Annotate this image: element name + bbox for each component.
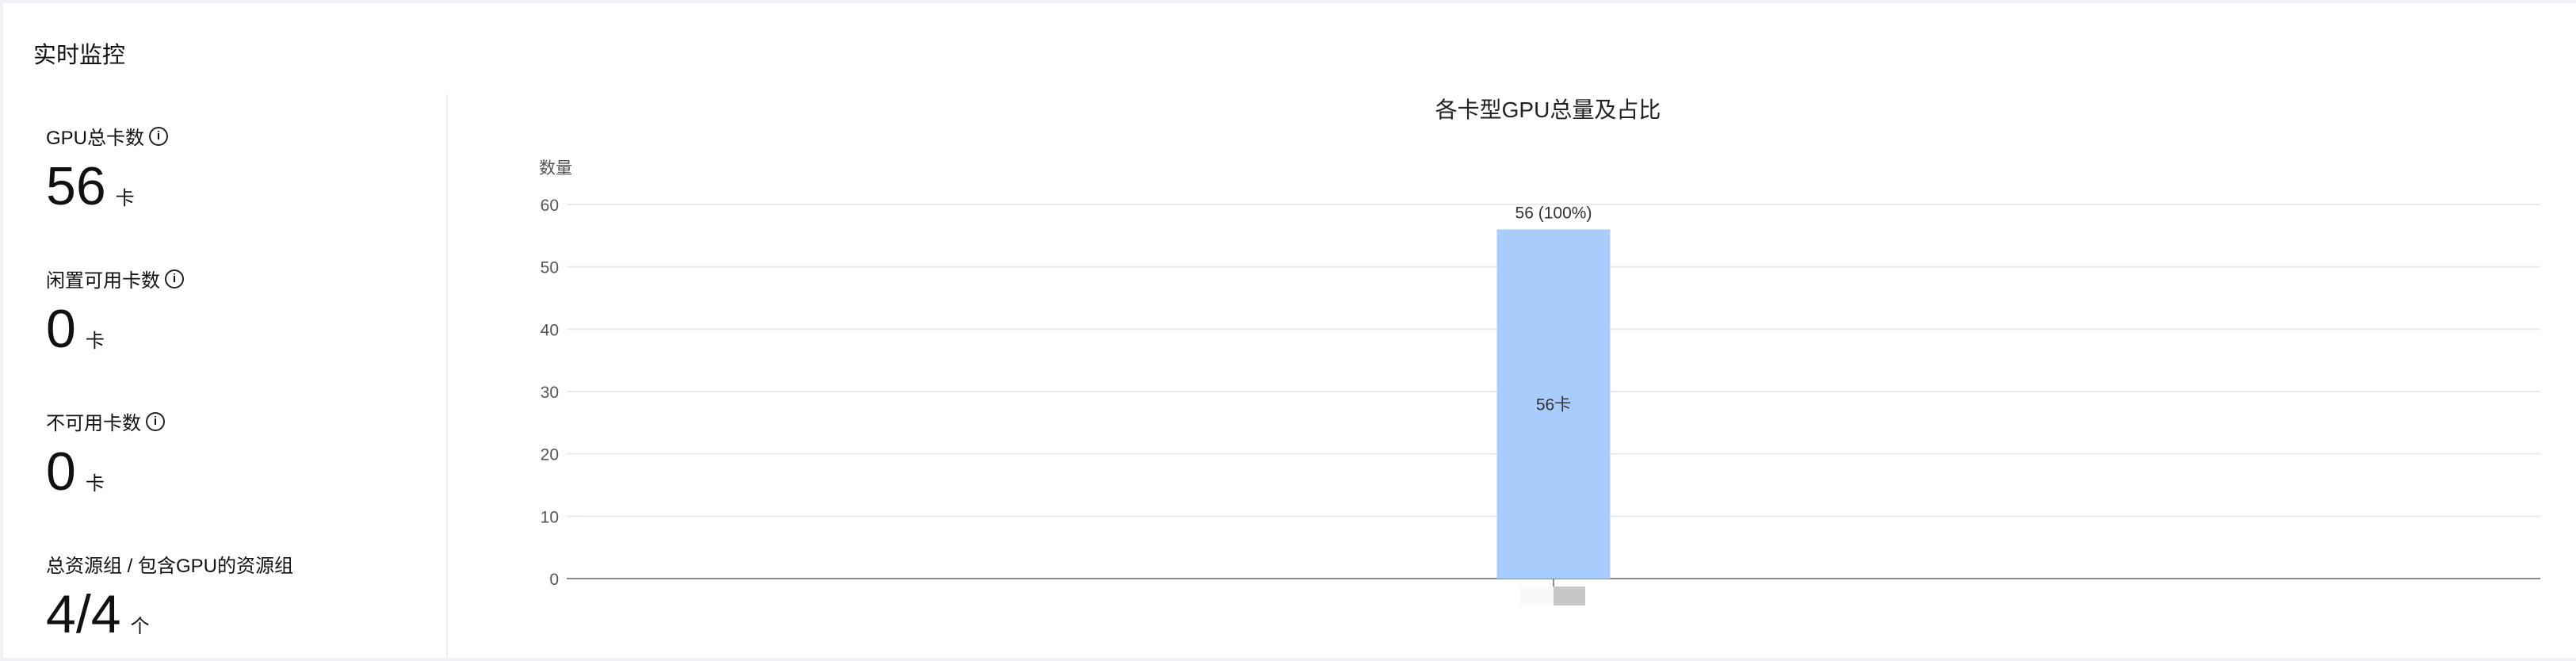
- x-tick-label-redacted: [1554, 586, 1585, 606]
- bar: [1496, 229, 1611, 579]
- stat-unit: 卡: [85, 330, 105, 352]
- info-icon[interactable]: i: [146, 411, 165, 431]
- stat-unit: 卡: [85, 473, 105, 495]
- stat-value: 0: [46, 299, 76, 359]
- y-tick-label: 20: [541, 446, 559, 464]
- stat-label: GPU总卡数: [46, 128, 145, 149]
- bar-top-label: 56 (100%): [1515, 204, 1592, 222]
- y-tick-label: 30: [541, 384, 559, 402]
- card-title: 实时监控: [33, 43, 126, 68]
- y-tick-label: 40: [541, 321, 559, 339]
- stat-label: 闲置可用卡数: [46, 270, 160, 292]
- y-tick-label: 60: [541, 197, 559, 215]
- stat-resource-groups: 总资源组 / 包含GPU的资源组 4/4 个: [46, 550, 293, 641]
- stat-value: 4/4: [46, 584, 121, 644]
- y-axis-label: 数量: [539, 159, 572, 178]
- x-tick-label-redacted: [1520, 586, 1554, 606]
- stat-total-gpu: GPU总卡数 i 56 卡: [46, 122, 169, 216]
- info-icon[interactable]: i: [165, 269, 184, 288]
- y-tick-label: 10: [541, 508, 559, 526]
- bar-inner-label: 56卡: [1536, 396, 1571, 415]
- stat-unit: 个: [130, 616, 150, 637]
- info-icon[interactable]: i: [149, 126, 169, 146]
- y-tick-label: 0: [549, 571, 559, 589]
- stat-label: 总资源组 / 包含GPU的资源组: [46, 556, 294, 577]
- y-tick-label: 50: [541, 259, 559, 277]
- stat-value: 0: [46, 441, 76, 502]
- divider: [446, 94, 448, 661]
- stat-value: 56: [46, 156, 106, 216]
- stat-unit: 卡: [115, 188, 135, 209]
- stat-label: 不可用卡数: [46, 413, 141, 434]
- chart-title: 各卡型GPU总量及占比: [1435, 97, 1661, 122]
